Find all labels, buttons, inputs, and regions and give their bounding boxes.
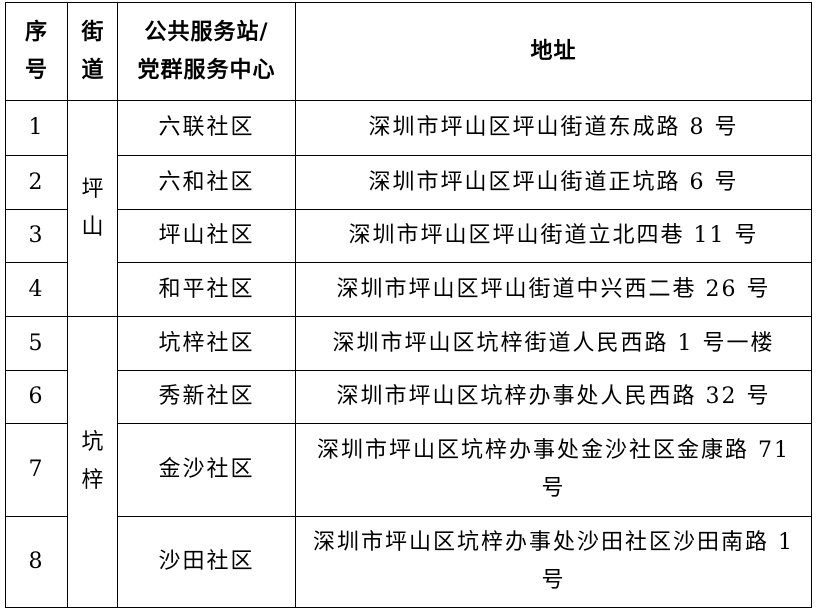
row-station: 和平社区 [117, 262, 296, 317]
header-no-line: 号 [24, 57, 48, 83]
table-row: 2 六和社区 深圳市坪山区坪山街道正坑路 6 号 [5, 155, 812, 210]
header-station: 公共服务站/党群服务中心 [117, 2, 296, 101]
row-station: 六联社区 [117, 100, 296, 156]
header-address: 地址 [295, 2, 812, 101]
row-address: 深圳市坪山区坑梓办事处金沙社区金康路 71 号 [295, 423, 812, 517]
row-no: 2 [5, 155, 68, 210]
header-row: 序号 街道 公共服务站/党群服务中心 地址 [5, 2, 812, 101]
row-address: 深圳市坪山区坪山街道正坑路 6 号 [295, 155, 812, 210]
street-cell: 坪山 [67, 100, 118, 317]
street-line: 坪 [81, 176, 104, 202]
table-row: 6 秀新社区 深圳市坪山区坑梓办事处人民西路 32 号 [5, 370, 812, 424]
row-station: 六和社区 [117, 155, 296, 210]
row-address: 深圳市坪山区坑梓街道人民西路 1 号一楼 [295, 316, 812, 371]
street-line: 坑 [81, 430, 104, 455]
header-no-line: 序 [24, 19, 48, 45]
header-station-line: 公共服务站/ [144, 19, 269, 45]
header-street: 街道 [67, 2, 118, 101]
header-station-line: 党群服务中心 [137, 57, 276, 83]
service-station-table: 序号 街道 公共服务站/党群服务中心 地址 1 坪山 六联社区 深圳市坪山区坪山… [5, 2, 812, 608]
table-row: 5 坑梓 坑梓社区 深圳市坪山区坑梓街道人民西路 1 号一楼 [5, 316, 812, 608]
header-no: 序号 [5, 2, 68, 101]
row-no: 4 [5, 262, 68, 317]
table-row: 3 坪山社区 深圳市坪山区坪山街道立北四巷 11 号 [5, 209, 812, 263]
row-no: 3 [5, 209, 68, 263]
row-station: 坑梓社区 [117, 316, 296, 371]
row-station: 坪山社区 [117, 209, 296, 263]
table-row: 7 金沙社区 深圳市坪山区坑梓办事处金沙社区金康路 71 号 [5, 423, 812, 517]
table-row: 4 和平社区 深圳市坪山区坪山街道中兴西二巷 26 号 [5, 262, 812, 317]
table-row: 8 沙田社区 深圳市坪山区坑梓办事处沙田社区沙田南路 1 号 [5, 516, 812, 608]
table-row: 1 坪山 六联社区 深圳市坪山区坪山街道东成路 8 号 [5, 100, 812, 317]
row-no: 6 [5, 370, 68, 424]
header-street-line: 道 [81, 57, 104, 83]
row-address: 深圳市坪山区坪山街道东成路 8 号 [295, 100, 812, 156]
header-street-line: 街 [81, 19, 104, 45]
row-address: 深圳市坪山区坪山街道立北四巷 11 号 [295, 209, 812, 263]
row-no: 7 [5, 423, 68, 517]
row-address: 深圳市坪山区坑梓办事处人民西路 32 号 [295, 370, 812, 424]
street-line: 山 [81, 214, 104, 240]
row-address: 深圳市坪山区坑梓办事处沙田社区沙田南路 1 号 [295, 516, 812, 608]
street-line: 梓 [81, 468, 104, 493]
row-station: 金沙社区 [117, 423, 296, 517]
row-no: 5 [5, 316, 68, 371]
street-cell: 坑梓 [67, 316, 118, 608]
row-no: 8 [5, 516, 68, 608]
row-address: 深圳市坪山区坪山街道中兴西二巷 26 号 [295, 262, 812, 317]
row-station: 秀新社区 [117, 370, 296, 424]
row-no: 1 [5, 100, 68, 156]
row-station: 沙田社区 [117, 516, 296, 608]
